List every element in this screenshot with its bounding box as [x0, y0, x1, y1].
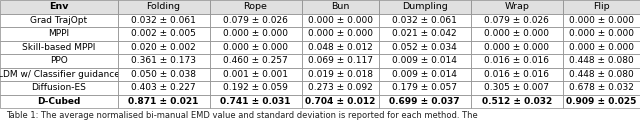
Text: Table 1: The average normalised bi-manual EMD value and standard deviation is re: Table 1: The average normalised bi-manua… — [6, 111, 478, 120]
